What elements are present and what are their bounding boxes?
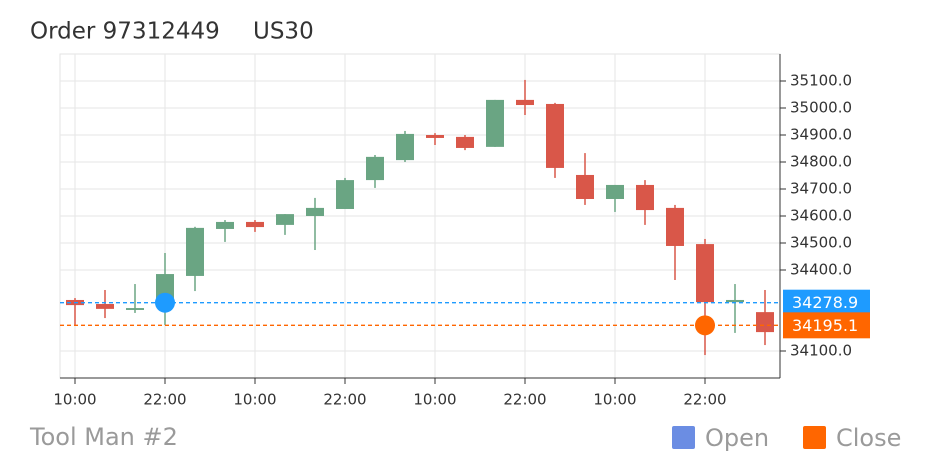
candle-body xyxy=(96,304,114,309)
chart-subtitle: US30 xyxy=(253,19,314,45)
legend-swatch xyxy=(672,426,695,449)
candle-body xyxy=(186,227,204,276)
candle-body xyxy=(486,99,504,147)
candle-body xyxy=(606,184,624,199)
x-tick-label: 22:00 xyxy=(143,391,186,409)
candle-body xyxy=(396,133,414,161)
y-tick-label: 35100.0 xyxy=(790,72,852,90)
candle-body xyxy=(336,180,354,209)
caption: Tool Man #2 xyxy=(29,423,178,451)
candle-body xyxy=(246,221,264,228)
legend-label: Open xyxy=(705,424,769,452)
candle-body xyxy=(126,308,144,310)
legend-label: Close xyxy=(836,424,901,452)
y-tick-label: 35000.0 xyxy=(790,99,852,117)
candle-body xyxy=(276,214,294,225)
candle-body xyxy=(216,221,234,229)
y-tick-label: 34500.0 xyxy=(790,234,852,252)
candle-body xyxy=(366,156,384,181)
x-tick-label: 10:00 xyxy=(593,391,636,409)
candle-body xyxy=(156,274,174,300)
candle-body xyxy=(546,103,564,168)
price-label-box xyxy=(783,312,870,339)
candle-body xyxy=(306,207,324,216)
price-label: 34195.1 xyxy=(792,316,858,335)
candle-body xyxy=(696,244,714,303)
candle-body xyxy=(456,136,474,148)
candle-body xyxy=(666,207,684,246)
y-tick-label: 34400.0 xyxy=(790,261,852,279)
y-tick-label: 34600.0 xyxy=(790,207,852,225)
chart-title: Order 97312449 xyxy=(30,19,220,45)
y-tick-label: 34100.0 xyxy=(790,342,852,360)
y-tick-label: 34700.0 xyxy=(790,180,852,198)
x-tick-label: 10:00 xyxy=(233,391,276,409)
price-label-box xyxy=(783,289,870,316)
price-label: 34278.9 xyxy=(792,293,858,312)
x-tick-label: 10:00 xyxy=(53,391,96,409)
legend-swatch xyxy=(803,426,826,449)
x-tick-label: 10:00 xyxy=(413,391,456,409)
x-tick-label: 22:00 xyxy=(323,391,366,409)
candle-body xyxy=(426,135,444,138)
y-tick-label: 34800.0 xyxy=(790,153,852,171)
candle-body xyxy=(576,174,594,199)
candle-body xyxy=(636,184,654,211)
level-marker xyxy=(695,315,715,336)
x-tick-label: 22:00 xyxy=(683,391,726,409)
level-marker xyxy=(155,292,175,313)
x-tick-label: 22:00 xyxy=(503,391,546,409)
y-tick-label: 34900.0 xyxy=(790,126,852,144)
candle-body xyxy=(756,312,774,333)
candle-body xyxy=(516,99,534,106)
candle-body xyxy=(726,299,744,303)
